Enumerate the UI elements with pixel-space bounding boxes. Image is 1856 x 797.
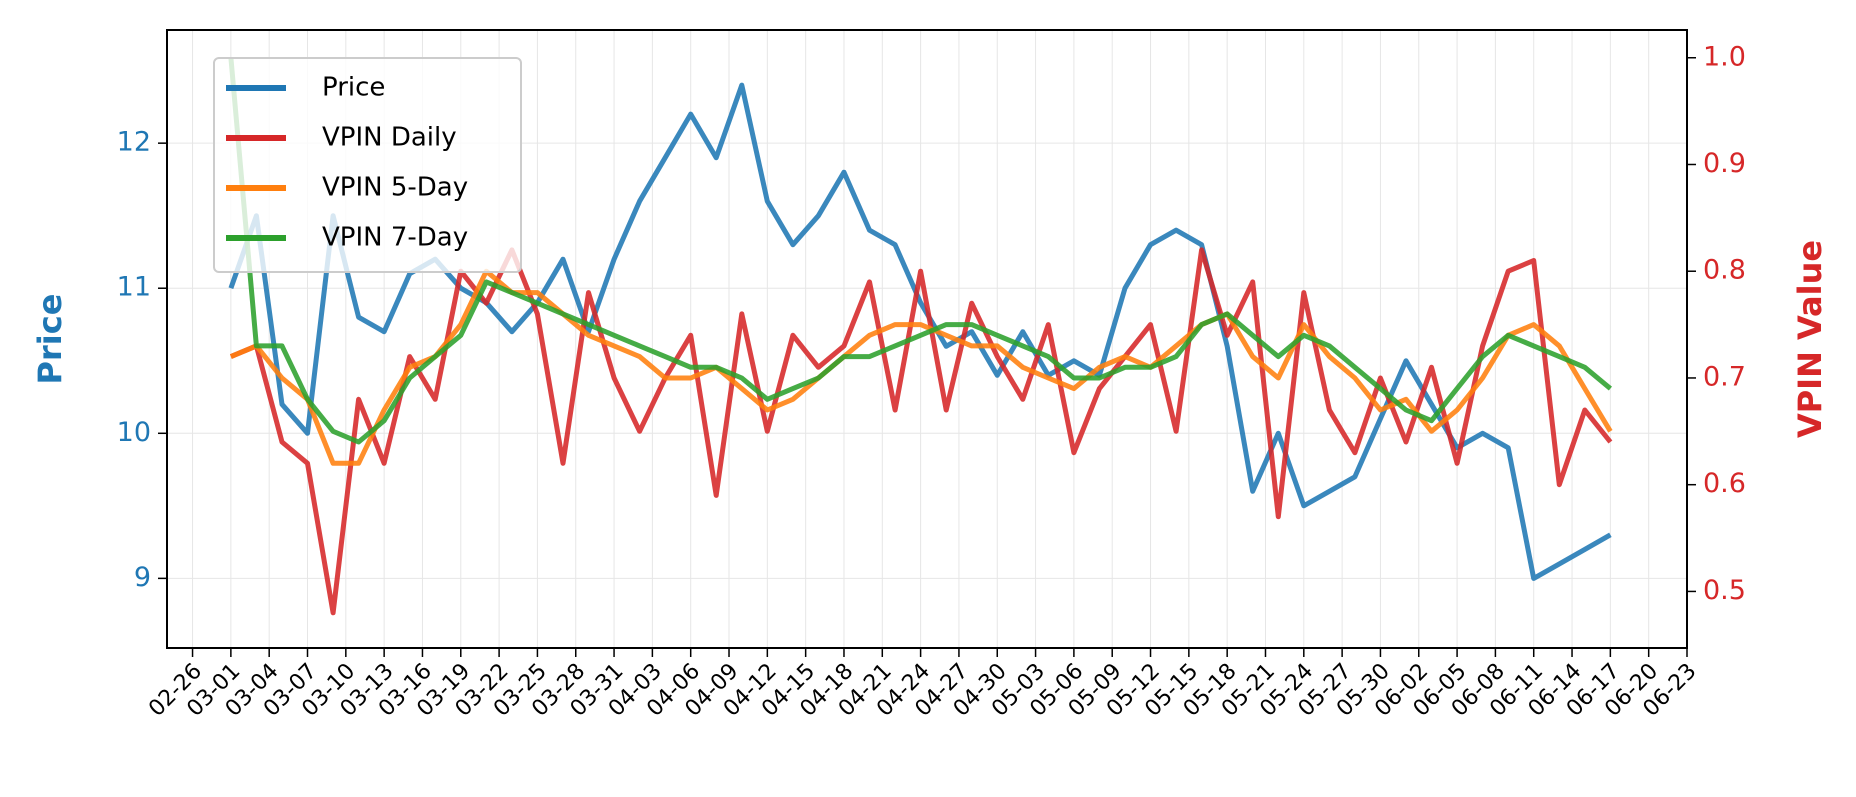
y2-tick-label: 0.6 (1703, 468, 1746, 499)
y2-tick-label: 0.8 (1703, 255, 1746, 286)
series-line (229, 268, 1613, 466)
legend-label: VPIN 7-Day (322, 223, 468, 253)
y2-axis-label: VPIN Value (1791, 240, 1829, 438)
y-tick-label: 12 (117, 127, 151, 158)
legend-label: VPIN Daily (322, 123, 457, 153)
y-tick-label: 11 (117, 272, 151, 303)
plot-frame (166, 29, 1688, 649)
legend-label: VPIN 5-Day (322, 173, 468, 203)
legend: Price VPIN Daily VPIN 5-Day VPIN 7-Day (213, 57, 522, 273)
y-tick-label: 9 (134, 562, 151, 593)
y-axis-label: Price (31, 294, 69, 385)
y2-tick-label: 0.7 (1703, 361, 1746, 392)
series-line (228, 57, 1612, 445)
y2-tick-label: 0.5 (1703, 575, 1746, 606)
legend-label: Price (322, 73, 385, 103)
legend-box (213, 57, 522, 273)
y-tick-label: 10 (117, 417, 151, 448)
y2-tick-label: 1.0 (1703, 41, 1746, 72)
series-line (228, 82, 1612, 581)
y2-tick-label: 0.9 (1703, 148, 1746, 179)
